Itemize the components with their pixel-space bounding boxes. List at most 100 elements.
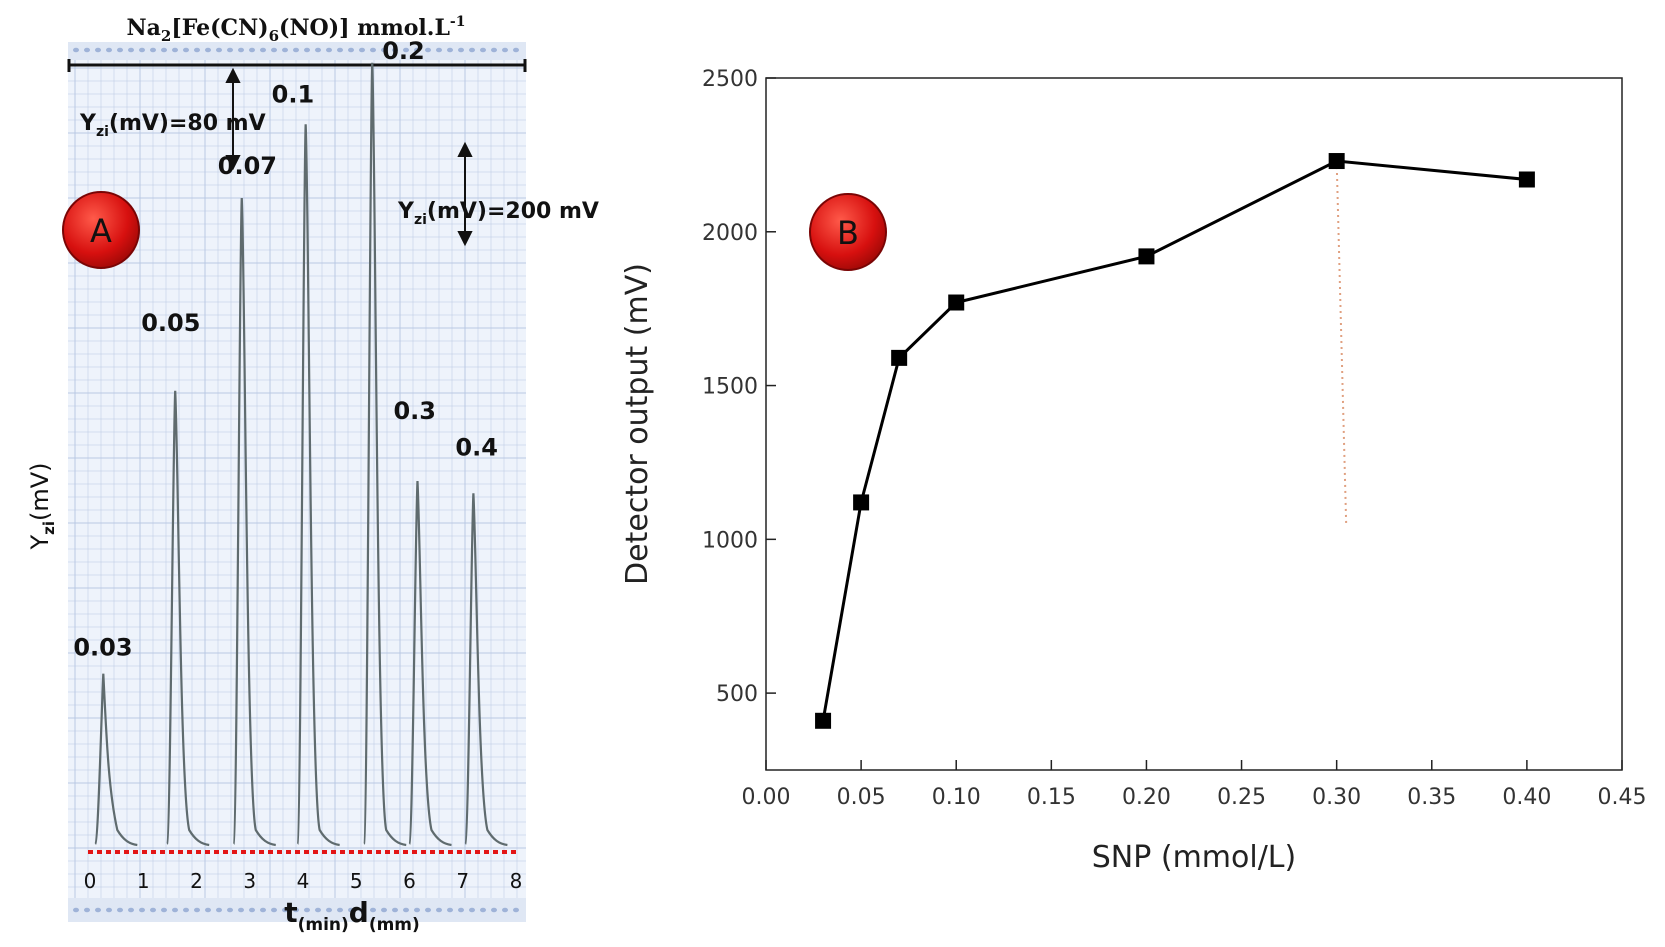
dotted-guide-line xyxy=(1335,161,1348,524)
perforation-hole xyxy=(150,47,156,53)
perforation-hole xyxy=(172,907,178,913)
x-tick-label: 0.45 xyxy=(1598,785,1647,810)
x-tick-labels: 0 1 2 3 4 5 6 7 8 xyxy=(84,869,523,893)
scale-arrow-200 xyxy=(457,141,473,247)
x-tick-label: 0.40 xyxy=(1502,785,1551,810)
perforation-hole xyxy=(128,47,134,53)
perforation-hole xyxy=(139,907,145,913)
x-tick-label: 0.05 xyxy=(837,785,886,810)
y-tick-label: 1500 xyxy=(702,375,758,400)
perforation-hole xyxy=(106,907,112,913)
x-axis-label: t(min)d(mm) xyxy=(284,896,420,935)
y-tick-label: 500 xyxy=(716,682,758,707)
x-tick-label: 5 xyxy=(350,869,363,893)
perforation-hole xyxy=(392,907,398,913)
perforation-hole xyxy=(161,47,167,53)
x-axis-label: SNP (mmol/L) xyxy=(1092,840,1296,875)
peak-trace xyxy=(166,390,210,847)
panel-a-title: Na2[Fe(CN)6(NO)] mmol.L-1 xyxy=(127,14,466,45)
perforation-hole xyxy=(128,907,134,913)
peak-trace xyxy=(408,480,452,847)
perforation-hole xyxy=(73,907,79,913)
x-tick-label: 3 xyxy=(243,869,256,893)
perforation-hole xyxy=(436,47,442,53)
perforation-hole xyxy=(95,47,101,53)
perforation-hole xyxy=(304,907,310,913)
chromatogram-traces xyxy=(94,62,508,847)
scale-label-80: Yzi(mV)=80 mV xyxy=(79,111,266,140)
perforation-hole xyxy=(205,47,211,53)
x-tick-label: 0.25 xyxy=(1217,785,1266,810)
perforation-hole xyxy=(436,907,442,913)
x-tick-label: 8 xyxy=(510,869,523,893)
perforation-hole xyxy=(359,907,365,913)
dotted-guide xyxy=(1335,161,1348,524)
perforation-hole xyxy=(480,907,486,913)
perforation-hole xyxy=(249,907,255,913)
perforation-hole xyxy=(513,47,519,53)
perforation-hole xyxy=(260,907,266,913)
x-tick-label: 2 xyxy=(190,869,203,893)
perforation-hole xyxy=(183,47,189,53)
perforation-hole xyxy=(139,47,145,53)
data-point xyxy=(1328,153,1345,170)
perforation-hole xyxy=(117,907,123,913)
data-point xyxy=(815,712,832,729)
perforation-hole xyxy=(359,47,365,53)
data-point xyxy=(853,494,870,511)
y-axis-label: Detector output (mV) xyxy=(620,263,655,585)
badge-a: A xyxy=(62,191,140,269)
perforation-hole xyxy=(326,47,332,53)
perforation-hole xyxy=(469,907,475,913)
y-ticks: 500 1000 1500 2000 2500 xyxy=(702,67,776,707)
perforation-hole xyxy=(425,907,431,913)
perforation-hole xyxy=(95,907,101,913)
peak-label: 0.03 xyxy=(73,634,132,662)
perforation-hole xyxy=(293,907,299,913)
peak-label: 0.3 xyxy=(393,397,436,425)
perforation-hole xyxy=(458,47,464,53)
badge-b: B xyxy=(809,193,887,271)
perforation-hole xyxy=(271,47,277,53)
x-tick-label: 4 xyxy=(297,869,310,893)
data-point xyxy=(1518,171,1535,188)
peak-label: 0.4 xyxy=(455,433,498,461)
perforation-hole xyxy=(238,47,244,53)
data-point xyxy=(891,349,908,366)
perforation-hole xyxy=(403,907,409,913)
peak-trace xyxy=(464,493,508,847)
panel-a: Na2[Fe(CN)6(NO)] mmol.L-1 0.030.050.070.… xyxy=(26,14,599,935)
perforation-hole xyxy=(425,47,431,53)
perforation-hole xyxy=(326,907,332,913)
x-tick-label: 0.20 xyxy=(1122,785,1171,810)
perforation-hole xyxy=(381,907,387,913)
perforation-hole xyxy=(293,47,299,53)
perforation-hole xyxy=(161,907,167,913)
perforation-hole xyxy=(73,47,79,53)
peak-trace xyxy=(232,198,276,847)
perforation-hole xyxy=(227,47,233,53)
perforation-hole xyxy=(282,47,288,53)
x-tick-label: 0.00 xyxy=(742,785,791,810)
scale-arrow-80 xyxy=(225,67,241,171)
perforation-hole xyxy=(469,47,475,53)
data-point xyxy=(948,294,965,311)
perforation-hole xyxy=(84,907,90,913)
perforation-hole xyxy=(480,47,486,53)
perforation-hole xyxy=(381,47,387,53)
perforation-hole xyxy=(370,47,376,53)
perforation-hole xyxy=(183,907,189,913)
y-tick-label: 1000 xyxy=(702,528,758,553)
perforation-hole xyxy=(447,907,453,913)
peak-label: 0.1 xyxy=(272,80,315,108)
peak-labels: 0.030.050.070.10.20.30.4 xyxy=(73,37,498,662)
perforation-hole xyxy=(216,907,222,913)
peak-trace xyxy=(296,124,340,847)
perforation-hole xyxy=(491,47,497,53)
perforation-hole xyxy=(337,47,343,53)
x-tick-label: 0.15 xyxy=(1027,785,1076,810)
perforation-holes xyxy=(73,47,519,913)
perforation-hole xyxy=(216,47,222,53)
perforation-hole xyxy=(227,907,233,913)
y-axis-label: Yzi(mV) xyxy=(26,462,58,550)
